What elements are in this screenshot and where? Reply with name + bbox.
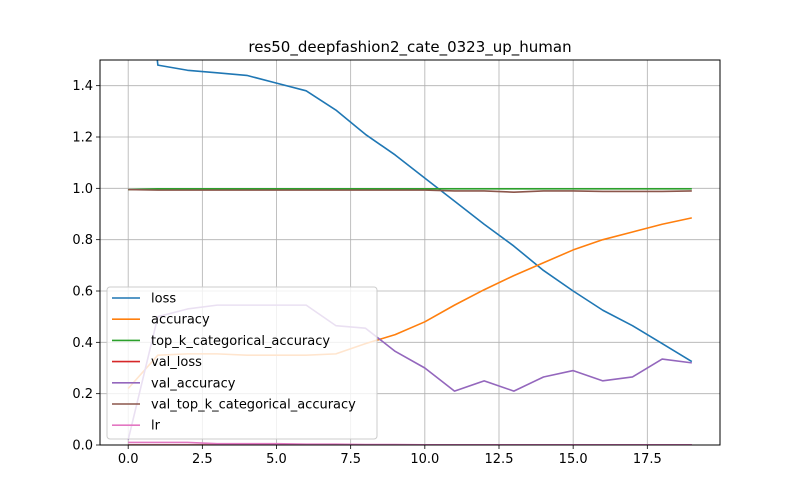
y-tick-label: 0.0 bbox=[72, 439, 93, 454]
x-tick-label: 5.0 bbox=[266, 452, 287, 467]
legend-label: top_k_categorical_accuracy bbox=[151, 334, 330, 349]
legend-label: val_accuracy bbox=[151, 376, 236, 391]
y-tick-label: 0.2 bbox=[72, 387, 93, 402]
y-tick-label: 1.2 bbox=[72, 131, 93, 146]
x-tick-label: 7.5 bbox=[340, 452, 361, 467]
legend-label: loss bbox=[151, 292, 176, 307]
legend-label: lr bbox=[151, 419, 161, 434]
y-tick-label: 1.0 bbox=[72, 182, 93, 197]
chart-title: res50_deepfashion2_cate_0323_up_human bbox=[248, 38, 571, 57]
x-tick-label: 15.0 bbox=[559, 452, 588, 467]
x-tick-label: 10.0 bbox=[410, 452, 439, 467]
series-line-val-top-k-categorical-accuracy bbox=[128, 188, 692, 193]
x-tick-label: 0.0 bbox=[118, 452, 139, 467]
legend-label: accuracy bbox=[151, 313, 210, 328]
series-line-loss bbox=[156, 60, 693, 363]
series-line-top-k-categorical-accuracy bbox=[128, 188, 692, 191]
y-tick-label: 0.6 bbox=[72, 285, 93, 300]
legend-box bbox=[106, 286, 378, 440]
axis-ticks: 0.0 2.5 5.0 7.5 10.0 12.5 15.0 17.5 0.0 0.2 0.4 0.6… bbox=[72, 79, 661, 467]
plot-frame bbox=[99, 59, 721, 446]
legend: loss accuracy top_k_categorical_accuracyva… bbox=[106, 286, 378, 440]
y-tick-label: 1.4 bbox=[72, 79, 93, 94]
x-tick-label: 2.5 bbox=[192, 452, 213, 467]
legend-label: val_loss bbox=[151, 355, 202, 370]
y-tick-label: 0.8 bbox=[72, 233, 93, 248]
x-tick-label: 12.5 bbox=[485, 452, 514, 467]
y-tick-label: 0.4 bbox=[72, 336, 93, 351]
x-tick-label: 17.5 bbox=[633, 452, 662, 467]
legend-label: val_top_k_categorical_accuracy bbox=[151, 398, 356, 413]
